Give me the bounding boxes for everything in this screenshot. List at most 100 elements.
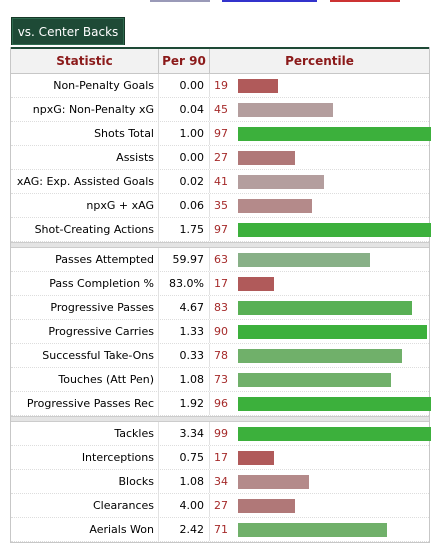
percentile-track [238,470,429,493]
table-row: Shots Total 1.00 97 [11,122,431,146]
stat-name: Non-Penalty Goals [53,79,154,92]
percentile-bar [238,499,295,513]
percentile-track [238,296,429,319]
percentile-value: 96 [214,397,228,410]
percentile-track [238,368,429,391]
stat-name: Progressive Carries [48,325,154,338]
table-row: Assists 0.00 27 [11,146,429,170]
stat-name: Shots Total [94,127,154,140]
table-row: Touches (Att Pen) 1.08 73 [11,368,429,392]
stat-name: Passes Attempted [55,253,154,266]
table-row: Interceptions 0.75 17 [11,446,429,470]
percentile-value: 99 [214,427,228,440]
table-row: Non-Penalty Goals 0.00 19 [11,74,429,98]
header-per90[interactable]: Per 90 [158,49,210,73]
stat-name: xAG: Exp. Assisted Goals [16,175,154,188]
percentile-bar [238,451,274,465]
percentile-track [238,74,429,97]
percentile-track [238,170,429,193]
stat-name: Successful Take-Ons [42,349,154,362]
percentile-bar [238,523,387,537]
group-separator [11,416,429,422]
per90-value: 0.33 [158,344,210,367]
percentile-bar [238,199,312,213]
per90-value: 2.42 [158,518,210,541]
per90-value: 0.06 [158,194,210,217]
table-row: Shot-Creating Actions 1.75 97 [11,218,431,242]
percentile-bar [238,373,391,387]
percentile-bar [238,127,431,141]
percentile-value: 19 [214,79,228,92]
tab-vs-center-backs[interactable]: vs. Center Backs [11,17,125,45]
stat-name: npxG: Non-Penalty xG [32,103,154,116]
percentile-track [238,98,429,121]
percentile-value: 63 [214,253,228,266]
percentile-track [238,422,431,445]
stat-name: Clearances [92,499,154,512]
table-row: Pass Completion % 83.0% 17 [11,272,429,296]
table-row: Progressive Passes 4.67 83 [11,296,429,320]
table-row: Tackles 3.34 99 [11,422,431,446]
table-row: Progressive Carries 1.33 90 [11,320,429,344]
percentile-bar [238,475,309,489]
stat-name: Progressive Passes [50,301,154,314]
per90-value: 1.33 [158,320,210,343]
per90-value: 0.75 [158,446,210,469]
header-percentile[interactable]: Percentile [285,54,354,68]
stat-name: Touches (Att Pen) [58,373,154,386]
header-statistic[interactable]: Statistic [56,54,113,68]
cropped-link-line [0,0,431,10]
table-header: Statistic Per 90 Percentile [11,47,429,74]
percentile-value: 27 [214,151,228,164]
per90-value: 1.75 [158,218,210,241]
group-separator [11,242,429,248]
percentile-bar [238,349,402,363]
percentile-track [238,344,429,367]
percentile-bar [238,301,412,315]
per90-value: 1.08 [158,470,210,493]
per90-value: 0.02 [158,170,210,193]
percentile-bar [238,397,431,411]
percentile-track [238,320,429,343]
percentile-track [238,494,429,517]
table-row: Clearances 4.00 27 [11,494,429,518]
percentile-table: Statistic Per 90 Percentile Non-Penalty … [10,47,431,543]
percentile-value: 34 [214,475,228,488]
percentile-bar [238,103,333,117]
percentile-bar [238,427,431,441]
table-row: Passes Attempted 59.97 63 [11,248,429,272]
per90-value: 59.97 [158,248,210,271]
percentile-value: 45 [214,103,228,116]
per90-value: 4.00 [158,494,210,517]
table-row: npxG + xAG 0.06 35 [11,194,429,218]
per90-value: 1.92 [158,392,210,415]
percentile-track [238,248,429,271]
percentile-track [238,518,429,541]
per90-value: 4.67 [158,296,210,319]
table-body: Non-Penalty Goals 0.00 19 npxG: Non-Penalty… [11,74,431,542]
percentile-value: 17 [214,451,228,464]
percentile-value: 78 [214,349,228,362]
percentile-bar [238,79,278,93]
percentile-value: 73 [214,373,228,386]
per90-value: 0.04 [158,98,210,121]
percentile-value: 71 [214,523,228,536]
table-row: Blocks 1.08 34 [11,470,429,494]
percentile-track [238,272,429,295]
percentile-track [238,446,429,469]
per90-value: 0.00 [158,146,210,169]
table-row: npxG: Non-Penalty xG 0.04 45 [11,98,429,122]
percentile-value: 97 [214,127,228,140]
percentile-track [238,194,429,217]
percentile-bar [238,277,274,291]
percentile-bar [238,151,295,165]
stat-name: Aerials Won [89,523,154,536]
stat-name: Shot-Creating Actions [34,223,154,236]
percentile-bar [238,175,324,189]
stat-name: Tackles [114,427,154,440]
table-row: Aerials Won 2.42 71 [11,518,429,542]
per90-value: 0.00 [158,74,210,97]
stat-name: Pass Completion % [49,277,154,290]
percentile-value: 90 [214,325,228,338]
table-row: Progressive Passes Rec 1.92 96 [11,392,431,416]
